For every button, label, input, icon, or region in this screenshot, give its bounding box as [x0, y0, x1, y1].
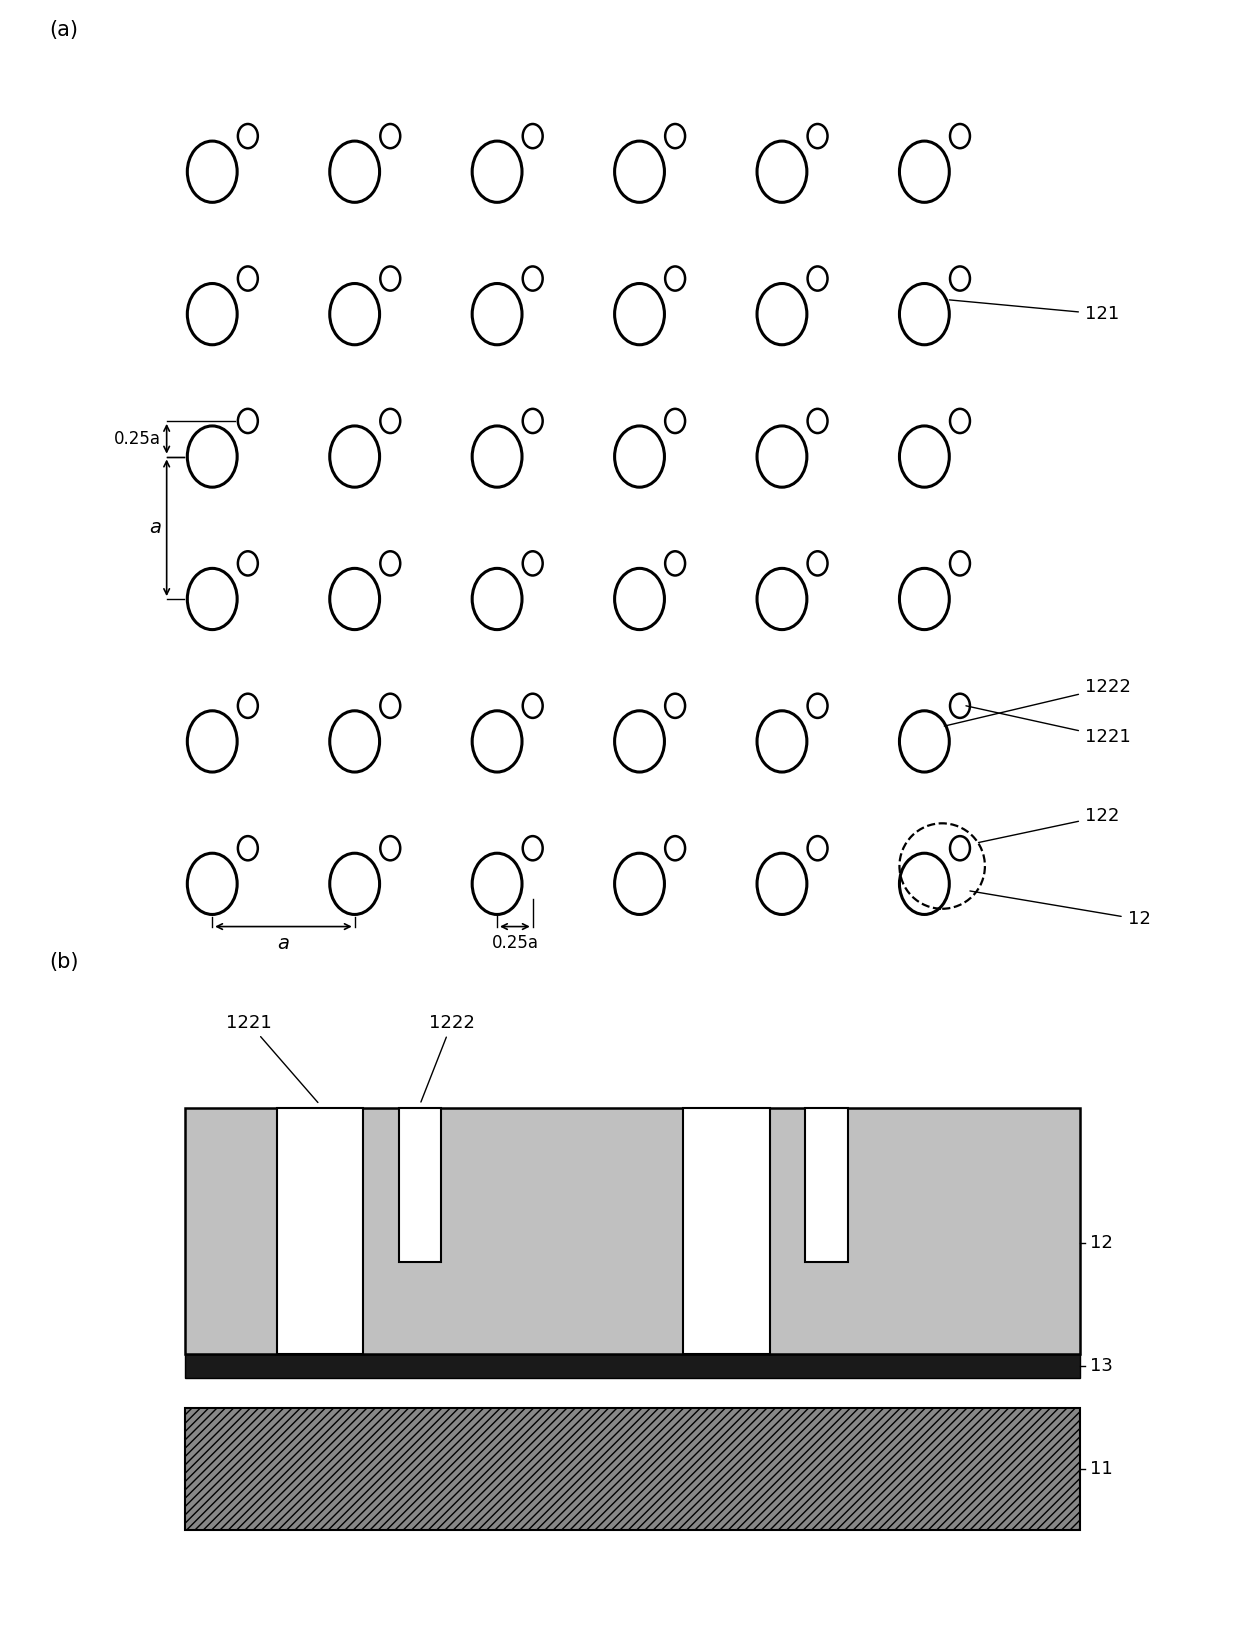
- Text: 1221: 1221: [966, 706, 1131, 747]
- Ellipse shape: [950, 836, 970, 861]
- Ellipse shape: [472, 568, 522, 630]
- Ellipse shape: [899, 283, 950, 345]
- Ellipse shape: [615, 568, 665, 630]
- Ellipse shape: [899, 426, 950, 486]
- Text: 11: 11: [1090, 1459, 1112, 1477]
- Ellipse shape: [950, 124, 970, 148]
- Ellipse shape: [330, 853, 379, 914]
- Bar: [805, 1108, 848, 1263]
- Ellipse shape: [381, 693, 401, 718]
- Bar: [185, 1407, 1080, 1531]
- Ellipse shape: [665, 836, 684, 861]
- Ellipse shape: [899, 568, 950, 630]
- Bar: [398, 1108, 441, 1263]
- Bar: [185, 1354, 1080, 1378]
- Ellipse shape: [381, 836, 401, 861]
- Ellipse shape: [758, 711, 807, 773]
- Ellipse shape: [330, 283, 379, 345]
- Ellipse shape: [615, 142, 665, 202]
- Text: 121: 121: [950, 299, 1120, 324]
- Ellipse shape: [472, 283, 522, 345]
- Ellipse shape: [758, 568, 807, 630]
- Text: 0.25a: 0.25a: [491, 934, 538, 952]
- Text: 12: 12: [1090, 1235, 1112, 1253]
- Text: 12: 12: [970, 892, 1151, 929]
- Ellipse shape: [187, 711, 237, 773]
- Ellipse shape: [381, 124, 401, 148]
- Ellipse shape: [899, 711, 950, 773]
- Ellipse shape: [238, 267, 258, 291]
- Ellipse shape: [615, 426, 665, 486]
- Ellipse shape: [758, 853, 807, 914]
- Ellipse shape: [187, 142, 237, 202]
- Ellipse shape: [381, 408, 401, 433]
- Ellipse shape: [758, 426, 807, 486]
- Ellipse shape: [187, 426, 237, 486]
- Ellipse shape: [381, 267, 401, 291]
- Ellipse shape: [807, 267, 827, 291]
- Ellipse shape: [665, 693, 684, 718]
- Ellipse shape: [807, 693, 827, 718]
- Ellipse shape: [187, 283, 237, 345]
- Text: 1222: 1222: [945, 678, 1131, 726]
- Ellipse shape: [187, 853, 237, 914]
- Ellipse shape: [523, 836, 543, 861]
- Ellipse shape: [330, 142, 379, 202]
- Text: a: a: [278, 934, 289, 953]
- Ellipse shape: [758, 142, 807, 202]
- Ellipse shape: [899, 142, 950, 202]
- Ellipse shape: [615, 853, 665, 914]
- Text: (b): (b): [50, 952, 79, 971]
- Ellipse shape: [238, 552, 258, 576]
- Text: 13: 13: [1090, 1357, 1112, 1375]
- Ellipse shape: [665, 552, 684, 576]
- Ellipse shape: [615, 283, 665, 345]
- Ellipse shape: [807, 408, 827, 433]
- Ellipse shape: [950, 693, 970, 718]
- Ellipse shape: [807, 836, 827, 861]
- Text: 0.25a: 0.25a: [114, 430, 161, 447]
- Text: a: a: [149, 519, 161, 537]
- Ellipse shape: [472, 426, 522, 486]
- Ellipse shape: [665, 124, 684, 148]
- Ellipse shape: [238, 836, 258, 861]
- Ellipse shape: [665, 408, 684, 433]
- Text: 1222: 1222: [420, 1014, 475, 1101]
- Ellipse shape: [472, 853, 522, 914]
- Ellipse shape: [330, 711, 379, 773]
- Ellipse shape: [523, 552, 543, 576]
- Text: 122: 122: [978, 807, 1120, 843]
- Ellipse shape: [665, 267, 684, 291]
- Ellipse shape: [950, 552, 970, 576]
- Ellipse shape: [523, 267, 543, 291]
- Ellipse shape: [187, 568, 237, 630]
- Ellipse shape: [615, 711, 665, 773]
- Ellipse shape: [330, 426, 379, 486]
- Ellipse shape: [899, 853, 950, 914]
- Ellipse shape: [950, 408, 970, 433]
- Ellipse shape: [238, 693, 258, 718]
- Ellipse shape: [238, 124, 258, 148]
- Ellipse shape: [950, 267, 970, 291]
- Text: (a): (a): [50, 20, 78, 39]
- Ellipse shape: [523, 408, 543, 433]
- Ellipse shape: [807, 124, 827, 148]
- Ellipse shape: [330, 568, 379, 630]
- Ellipse shape: [238, 408, 258, 433]
- Ellipse shape: [807, 552, 827, 576]
- Ellipse shape: [472, 142, 522, 202]
- Bar: [277, 1108, 363, 1354]
- Ellipse shape: [523, 124, 543, 148]
- Ellipse shape: [381, 552, 401, 576]
- Bar: [185, 1108, 1080, 1354]
- Ellipse shape: [758, 283, 807, 345]
- Bar: [683, 1108, 770, 1354]
- Text: 1221: 1221: [226, 1014, 317, 1103]
- Ellipse shape: [472, 711, 522, 773]
- Ellipse shape: [523, 693, 543, 718]
